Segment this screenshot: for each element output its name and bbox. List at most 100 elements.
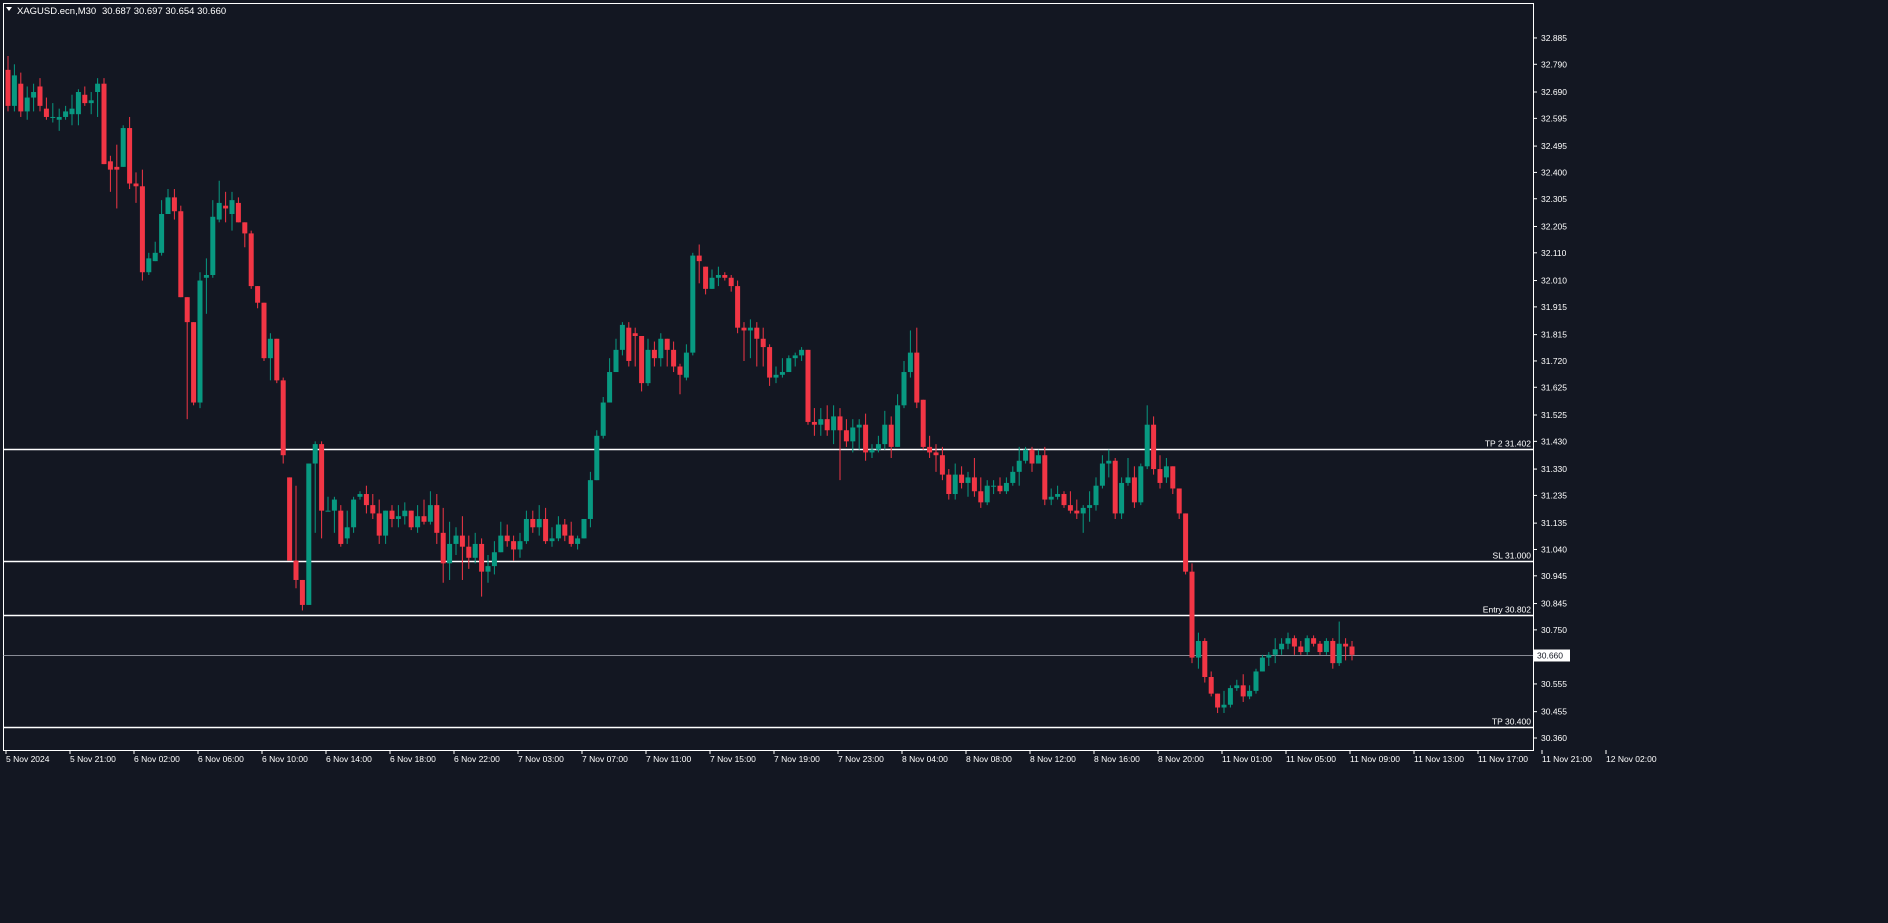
candle[interactable] xyxy=(722,272,728,281)
candle[interactable] xyxy=(280,377,286,464)
candle[interactable] xyxy=(75,89,81,126)
candle[interactable] xyxy=(517,532,523,558)
candle[interactable] xyxy=(658,333,664,367)
candle[interactable] xyxy=(1240,674,1246,702)
candle[interactable] xyxy=(690,252,696,356)
candle[interactable] xyxy=(613,338,619,373)
candle[interactable] xyxy=(5,55,11,112)
candle[interactable] xyxy=(24,86,30,120)
candle[interactable] xyxy=(991,480,997,495)
candle[interactable] xyxy=(760,327,766,367)
candle[interactable] xyxy=(869,444,875,458)
candle[interactable] xyxy=(607,358,613,403)
candle[interactable] xyxy=(562,518,568,542)
candle[interactable] xyxy=(549,527,555,547)
candle[interactable] xyxy=(856,419,862,450)
candle[interactable] xyxy=(1298,640,1304,655)
candle[interactable] xyxy=(1163,457,1169,483)
candle[interactable] xyxy=(587,471,593,528)
candle[interactable] xyxy=(626,322,632,367)
candle[interactable] xyxy=(351,496,357,533)
candle[interactable] xyxy=(248,230,254,289)
candle[interactable] xyxy=(178,205,184,298)
candle[interactable] xyxy=(1259,654,1265,672)
candle[interactable] xyxy=(664,338,670,367)
candle[interactable] xyxy=(114,144,120,209)
candle[interactable] xyxy=(914,327,920,409)
candle[interactable] xyxy=(43,97,49,120)
candle[interactable] xyxy=(933,444,939,472)
candle[interactable] xyxy=(741,322,747,361)
candle[interactable] xyxy=(11,64,17,112)
candle[interactable] xyxy=(466,535,472,569)
candle[interactable] xyxy=(1093,477,1099,511)
candle[interactable] xyxy=(152,241,158,262)
candle[interactable] xyxy=(767,344,773,386)
candle[interactable] xyxy=(408,510,414,531)
candle[interactable] xyxy=(1253,668,1259,694)
candle[interactable] xyxy=(837,408,843,481)
candle[interactable] xyxy=(338,505,344,547)
candle[interactable] xyxy=(568,521,574,547)
candle[interactable] xyxy=(939,446,945,481)
candle[interactable] xyxy=(1170,466,1176,495)
candle[interactable] xyxy=(1074,499,1080,519)
candle[interactable] xyxy=(95,78,101,117)
candle[interactable] xyxy=(1336,621,1342,666)
candle[interactable] xyxy=(1035,449,1041,464)
candle[interactable] xyxy=(1125,457,1131,486)
candle[interactable] xyxy=(1195,632,1201,669)
candle[interactable] xyxy=(127,116,133,190)
candle[interactable] xyxy=(1151,416,1157,475)
candle[interactable] xyxy=(965,471,971,497)
candle[interactable] xyxy=(1157,455,1163,489)
candle[interactable] xyxy=(274,338,280,384)
candle[interactable] xyxy=(1080,505,1086,533)
candle[interactable] xyxy=(1247,685,1253,700)
candle[interactable] xyxy=(850,419,856,453)
candle[interactable] xyxy=(453,527,459,556)
candle[interactable] xyxy=(651,341,657,367)
candle[interactable] xyxy=(363,485,369,514)
candle[interactable] xyxy=(882,410,888,450)
candle[interactable] xyxy=(735,280,741,334)
candle[interactable] xyxy=(1003,477,1009,495)
candle[interactable] xyxy=(82,86,88,106)
candle[interactable] xyxy=(523,510,529,544)
candle[interactable] xyxy=(383,510,389,544)
candle[interactable] xyxy=(1087,491,1093,522)
candle[interactable] xyxy=(1144,405,1150,470)
candle[interactable] xyxy=(555,516,561,542)
candle[interactable] xyxy=(1291,635,1297,655)
candle[interactable] xyxy=(805,349,811,425)
candle[interactable] xyxy=(632,327,638,367)
candle[interactable] xyxy=(1323,638,1329,655)
candle[interactable] xyxy=(120,125,126,167)
candle[interactable] xyxy=(773,366,779,384)
candle[interactable] xyxy=(997,477,1003,495)
candle[interactable] xyxy=(50,103,56,123)
candle[interactable] xyxy=(447,521,453,580)
candle[interactable] xyxy=(18,72,24,117)
candle[interactable] xyxy=(1317,640,1323,655)
candle[interactable] xyxy=(107,155,113,192)
candle[interactable] xyxy=(703,266,709,295)
candle[interactable] xyxy=(1042,446,1048,506)
candle[interactable] xyxy=(1131,466,1137,508)
candle[interactable] xyxy=(242,222,248,248)
candle[interactable] xyxy=(639,335,645,392)
candle[interactable] xyxy=(709,269,715,289)
candle[interactable] xyxy=(402,502,408,525)
candle[interactable] xyxy=(863,413,869,461)
candle[interactable] xyxy=(1189,563,1195,664)
candle[interactable] xyxy=(440,507,446,583)
candle[interactable] xyxy=(927,435,933,458)
candle[interactable] xyxy=(376,499,382,544)
candle[interactable] xyxy=(818,408,824,436)
candle[interactable] xyxy=(306,463,312,605)
candle[interactable] xyxy=(594,430,600,481)
candle[interactable] xyxy=(1055,485,1061,500)
candle[interactable] xyxy=(946,469,952,500)
candle[interactable] xyxy=(1119,477,1125,519)
